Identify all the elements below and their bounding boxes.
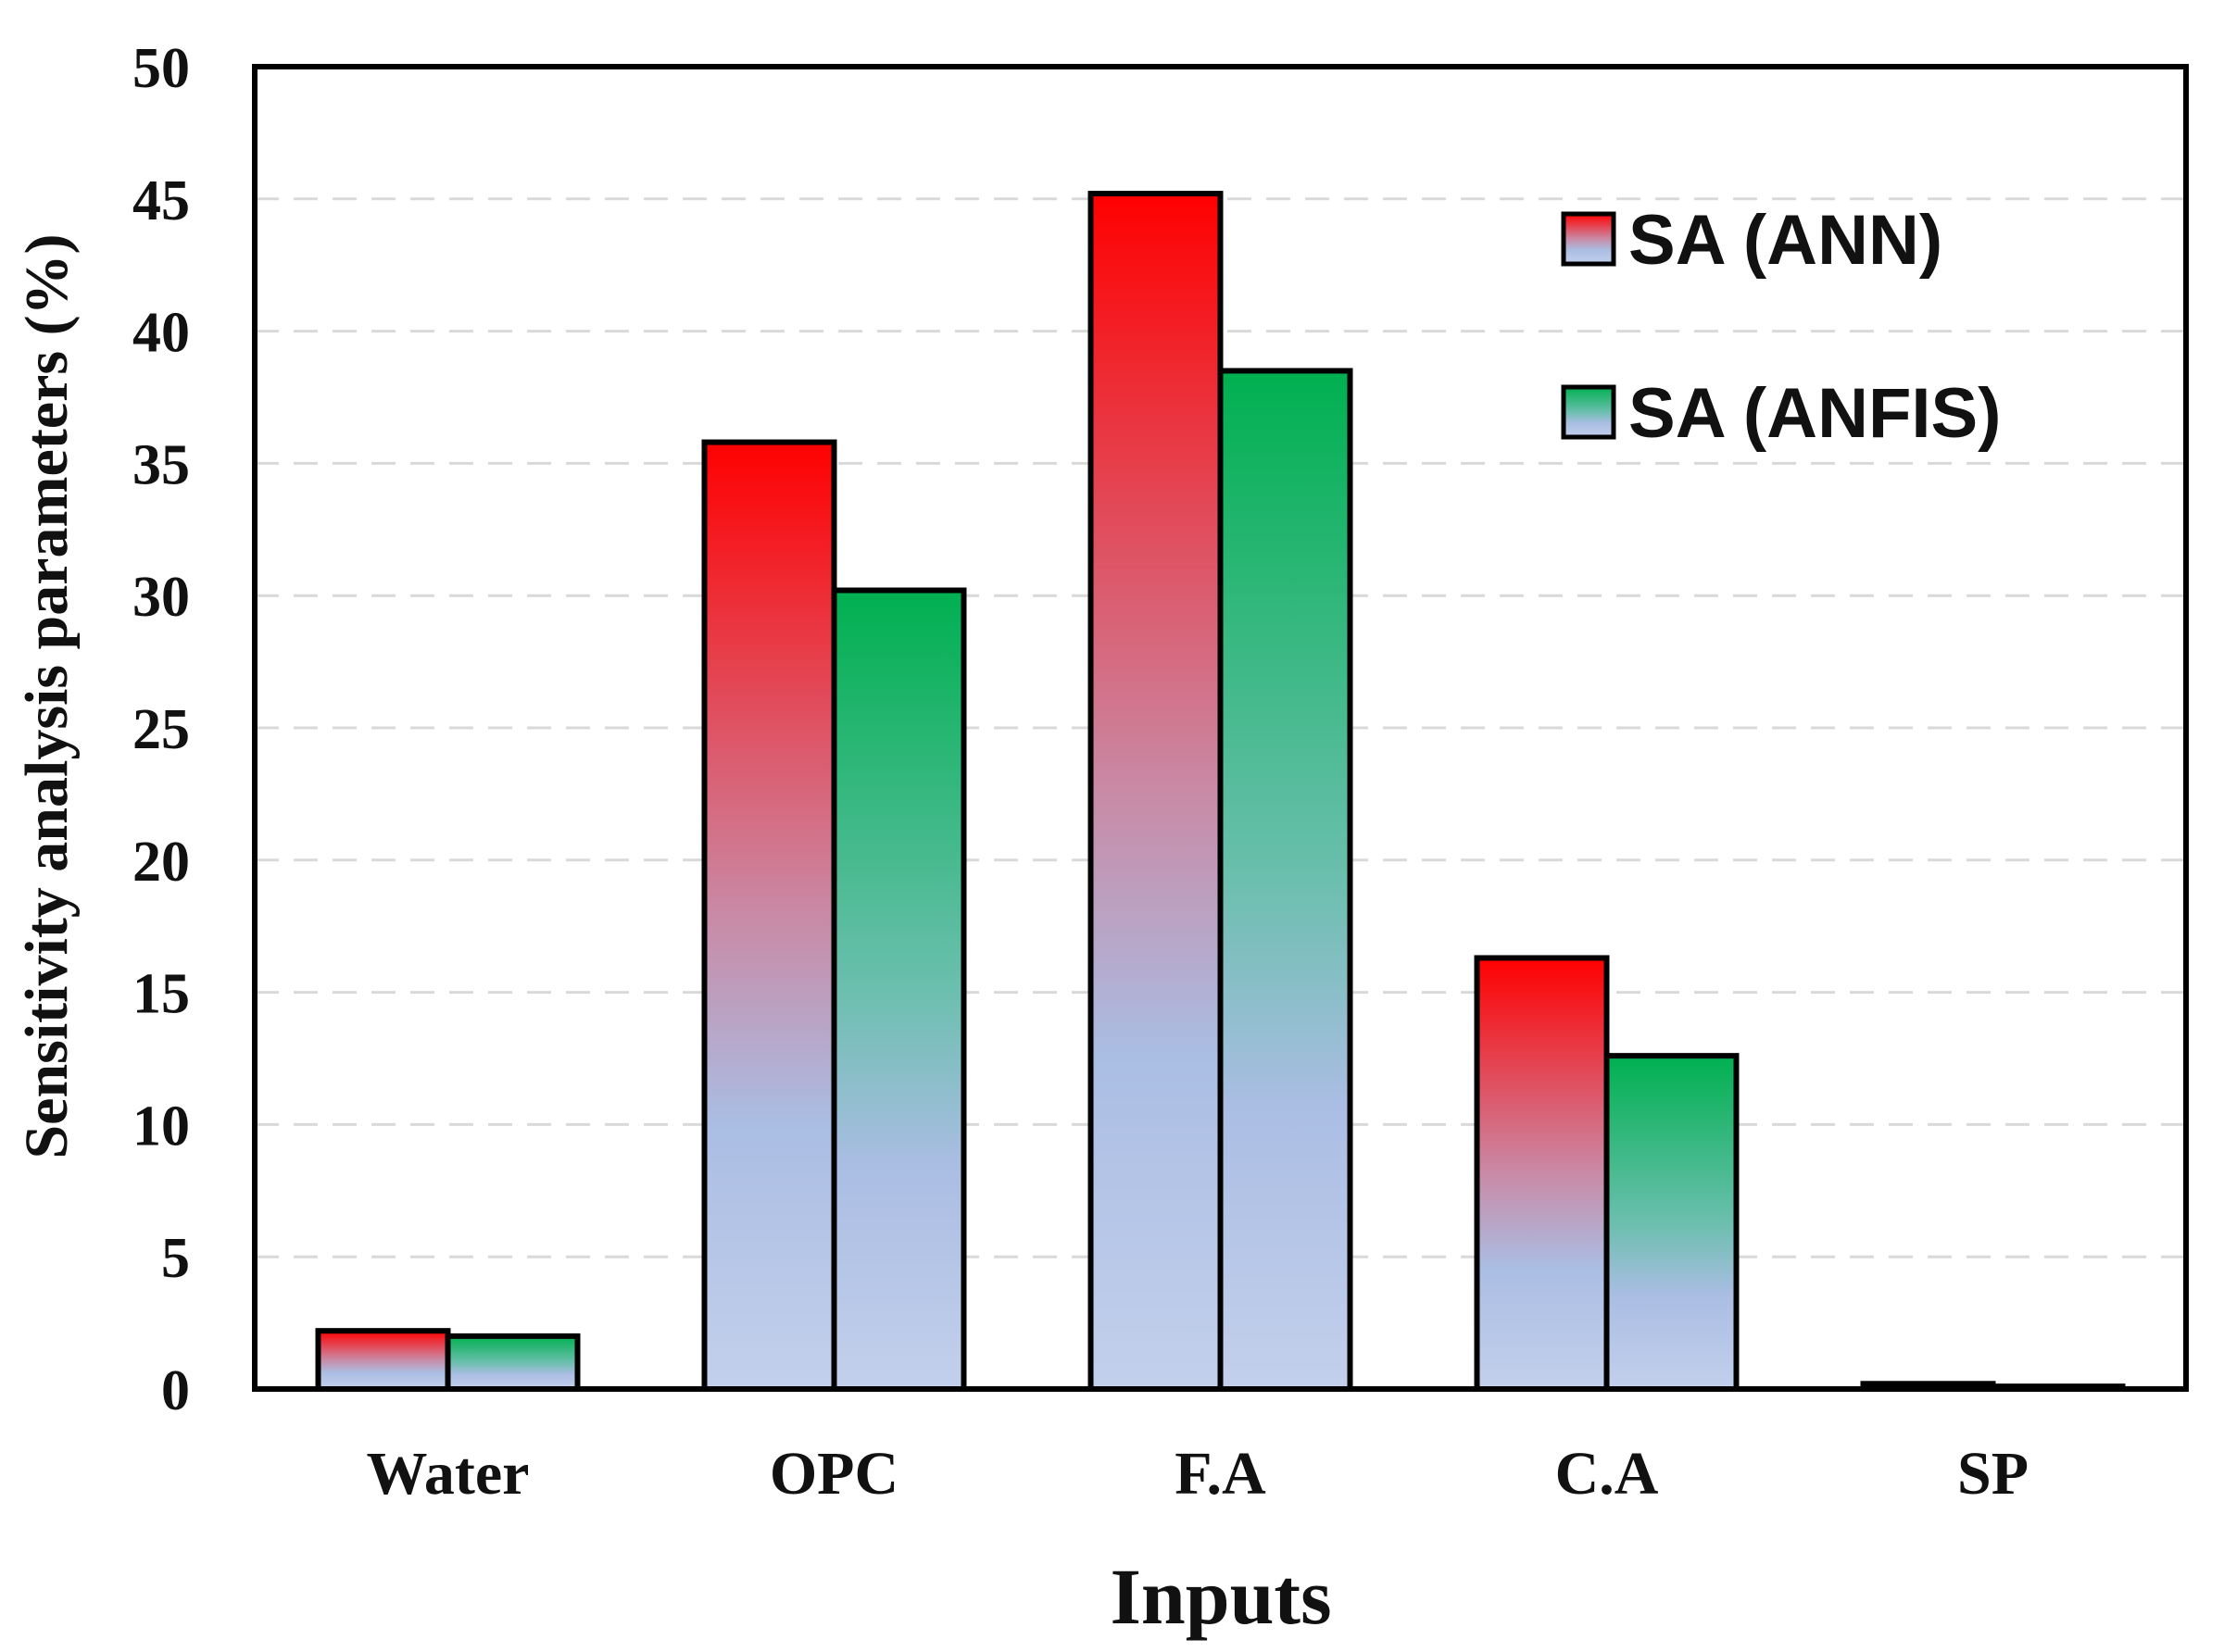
y-tick-label: 0 [161,1359,190,1422]
y-tick-label: 40 [132,302,190,365]
bar-water-series-2 [445,1333,581,1393]
x-tick-label: C.A [1555,1440,1659,1508]
y-tick-label: 10 [132,1095,190,1158]
x-axis-labels: Water OPC F.A C.A SP [367,1440,2029,1508]
legend-label-series-2: SA (ANFIS) [1628,374,2002,453]
y-tick-label: 25 [132,698,190,761]
bars [315,191,2126,1393]
x-tick-label: F.A [1175,1440,1266,1508]
x-tick-label: Water [367,1440,530,1508]
legend-label-series-1: SA (ANN) [1628,201,1942,280]
y-tick-label: 20 [132,831,190,894]
x-tick-label: OPC [770,1440,898,1508]
y-tick-label: 30 [132,566,190,629]
legend-swatch-series-2 [1561,384,1616,440]
bar-opc-series-2 [831,587,967,1392]
y-axis-ticks: 0 5 10 15 20 25 30 35 40 45 50 [132,37,190,1422]
y-tick-label: 15 [132,963,190,1026]
y-tick-label: 45 [132,169,190,232]
y-tick-label: 35 [132,433,190,496]
y-axis-title: Sensitivity analysis parameters (%) [13,233,81,1158]
bar-f-a-series-2 [1217,368,1353,1393]
x-tick-label: SP [1957,1440,2029,1508]
bar-c-a-series-1 [1474,955,1610,1393]
y-tick-label: 50 [132,37,190,100]
legend-swatch-series-1 [1561,211,1616,267]
legend: SA (ANN) SA (ANFIS) [1561,201,2002,453]
gridlines [255,197,2186,1258]
bar-water-series-1 [315,1328,451,1392]
bar-f-a-series-1 [1087,191,1224,1392]
y-tick-label: 5 [161,1227,190,1290]
bar-opc-series-1 [701,439,837,1392]
bar-c-a-series-2 [1603,1053,1740,1393]
x-axis-title: Inputs [1110,1552,1331,1641]
plot-area-frame [252,64,2189,1392]
